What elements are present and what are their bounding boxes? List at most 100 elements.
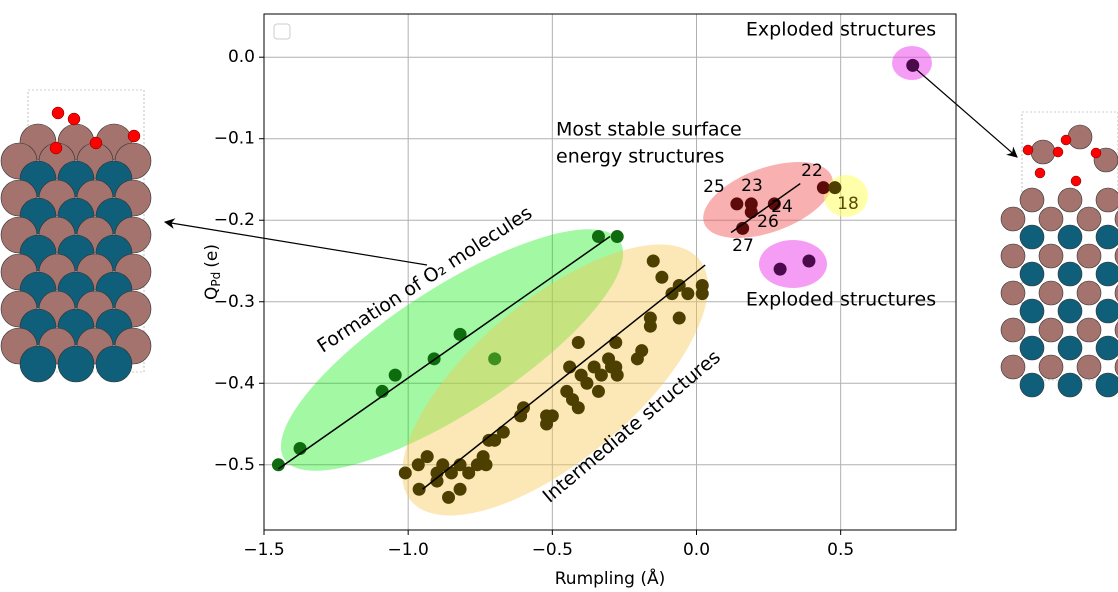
- atom: [95, 345, 133, 383]
- atom: [1057, 261, 1083, 287]
- point: [591, 230, 605, 244]
- annotation: 25: [703, 177, 725, 197]
- point: [609, 336, 623, 350]
- point: [730, 197, 744, 211]
- point: [462, 466, 476, 480]
- atom: [1095, 335, 1118, 361]
- point: [488, 433, 502, 447]
- atom: [1095, 298, 1118, 324]
- annotation: 24: [771, 197, 793, 217]
- oxygen: [1060, 134, 1072, 146]
- legend-box: [273, 23, 291, 40]
- point: [828, 181, 842, 195]
- atom: [1000, 206, 1026, 232]
- annotation: energy structures: [556, 146, 724, 168]
- atom: [1067, 124, 1093, 150]
- x-tick-label: −1.0: [388, 540, 429, 560]
- atom: [1019, 187, 1045, 213]
- y-label-symbol: Q: [202, 287, 222, 300]
- point: [681, 287, 695, 301]
- annotation: Most stable surface: [556, 119, 742, 141]
- point: [594, 368, 608, 382]
- point: [635, 344, 649, 358]
- point: [488, 352, 502, 366]
- point: [580, 376, 594, 390]
- atom: [1114, 210, 1118, 228]
- atom: [1019, 372, 1045, 398]
- point: [420, 450, 434, 464]
- atom: [1057, 298, 1083, 324]
- oxygen: [1052, 146, 1064, 158]
- atom: [1114, 284, 1118, 302]
- arrow: [916, 69, 1018, 158]
- oxygen: [1034, 167, 1046, 179]
- annotation: 26: [757, 212, 779, 232]
- highlight: [759, 240, 827, 288]
- atom: [1000, 280, 1026, 306]
- atom: [1019, 298, 1045, 324]
- atom: [1057, 372, 1083, 398]
- y-tick-label: −0.5: [214, 455, 255, 475]
- atom: [57, 345, 95, 383]
- plot-frame: [263, 13, 957, 531]
- point: [496, 425, 510, 439]
- y-tick-label: 0.0: [228, 47, 255, 67]
- y-tick-label: −0.2: [214, 210, 255, 230]
- oxygen: [1022, 144, 1034, 156]
- point: [453, 327, 467, 341]
- atom: [1114, 321, 1118, 339]
- y-tick-label: −0.3: [214, 292, 255, 312]
- x-tick-label: 0.0: [683, 540, 710, 560]
- atom: [1057, 224, 1083, 250]
- fit-line: [277, 235, 611, 470]
- atom: [1038, 317, 1064, 343]
- point: [436, 458, 450, 472]
- atom: [1114, 247, 1118, 265]
- atom: [1076, 354, 1102, 380]
- point: [514, 409, 528, 423]
- atom: [1076, 243, 1102, 269]
- highlight: [703, 161, 833, 239]
- annotation: Exploded structures: [746, 289, 936, 311]
- point: [773, 262, 787, 276]
- point: [388, 368, 402, 382]
- arrow: [163, 218, 428, 266]
- point: [545, 409, 559, 423]
- highlight: [402, 244, 708, 516]
- point: [744, 197, 758, 211]
- point: [442, 490, 456, 504]
- point: [479, 458, 493, 472]
- atom: [1114, 358, 1118, 376]
- atom: [1076, 280, 1102, 306]
- oxygen: [89, 136, 103, 150]
- point: [736, 221, 750, 235]
- atom: [1030, 139, 1056, 165]
- y-tick-label: −0.4: [214, 373, 255, 393]
- point: [398, 466, 412, 480]
- point: [695, 278, 709, 292]
- atom: [1038, 354, 1064, 380]
- oxygen: [127, 129, 141, 143]
- annotation: 27: [732, 236, 754, 256]
- point: [610, 368, 624, 382]
- point: [802, 254, 816, 268]
- atom: [1000, 317, 1026, 343]
- oxygen: [1090, 147, 1102, 159]
- point: [767, 197, 781, 211]
- atom: [1019, 335, 1045, 361]
- point: [906, 58, 920, 72]
- y-axis-label: QPd (e): [202, 244, 223, 300]
- point: [271, 458, 285, 472]
- x-tick-label: 0.5: [827, 540, 854, 560]
- point: [430, 474, 444, 488]
- highlight: [280, 229, 624, 471]
- atom: [1038, 243, 1064, 269]
- point: [412, 482, 426, 496]
- point: [655, 270, 669, 284]
- fit-line: [422, 264, 706, 490]
- x-axis-label: Rumpling (Å): [555, 567, 665, 589]
- annotation: 22: [801, 161, 823, 181]
- y-label-unit: (e): [202, 244, 222, 268]
- point: [646, 254, 660, 268]
